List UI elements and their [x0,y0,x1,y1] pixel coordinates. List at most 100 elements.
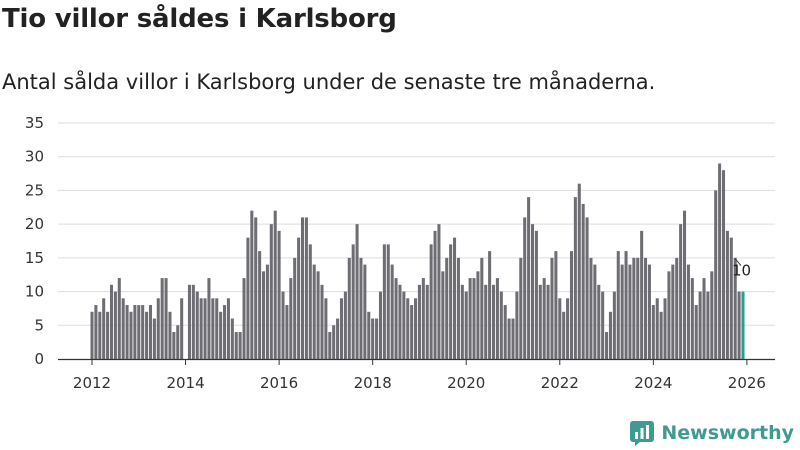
bar [137,305,141,359]
bar [191,284,195,359]
bar [133,305,137,359]
newsworthy-logo: Newsworthy [629,420,794,446]
bar [109,284,114,359]
newsworthy-logo-icon [630,421,655,446]
bar-latest [741,291,745,359]
bar [663,298,667,359]
bar [425,284,429,359]
y-tick-label: 20 [25,215,44,233]
bar [238,332,242,359]
bar [176,325,180,359]
bar [655,298,659,359]
bar [577,183,581,359]
bar [585,217,589,359]
x-tick-label: 2016 [260,374,298,392]
bar [219,311,223,359]
bar [211,298,215,359]
bar [215,298,219,359]
bar [468,278,472,359]
bar [312,264,316,359]
bar [651,305,655,359]
bar [207,278,211,359]
bar [566,298,570,359]
bar [737,291,741,359]
y-axis-ticks: 0 5 10 15 20 25 30 35 [25,114,44,368]
bar [484,284,488,359]
bar [152,318,156,359]
bar [94,305,98,359]
x-tick-label: 2022 [541,374,579,392]
bar [386,244,390,359]
bar [558,298,562,359]
bar [223,305,227,359]
bar [538,284,542,359]
bar [449,244,453,359]
bar [523,217,527,359]
bar [414,298,418,359]
bar [148,305,152,359]
bar [160,278,164,359]
bar [347,257,351,359]
bar [106,311,110,359]
bar [265,264,269,359]
bar [250,210,254,359]
bar [733,257,737,359]
bar [277,230,281,359]
bar [519,257,523,359]
bar [632,257,636,359]
bar [273,210,277,359]
chart-subtitle: Antal sålda villor i Karlsborg under de … [2,70,656,94]
bar [199,298,203,359]
bar [725,230,729,359]
bar [421,278,425,359]
bar [382,244,386,359]
bar [488,251,492,359]
bar [297,237,301,359]
bar [706,291,710,359]
bar [195,291,199,359]
bar [398,284,402,359]
bar [499,291,503,359]
bar [367,311,371,359]
bar [698,291,702,359]
x-tick-label: 2026 [728,374,766,392]
bar [534,230,538,359]
bar [285,305,289,359]
x-tick-label: 2024 [634,374,672,392]
bars [90,163,745,359]
bar [203,298,207,359]
bar [710,271,714,359]
y-tick-label: 5 [34,316,44,334]
bar [694,305,698,359]
bar [113,291,117,359]
bar [168,311,172,359]
bar [441,271,445,359]
bar [530,224,535,359]
x-tick-label: 2012 [73,374,111,392]
y-tick-label: 0 [34,350,44,368]
bar [145,311,149,359]
bar [355,224,359,359]
annotation: 10 [732,258,751,280]
bar [729,237,733,359]
bar [246,237,250,359]
bar [304,217,308,359]
y-tick-label: 10 [25,283,44,301]
bar [601,291,605,359]
bar [546,284,550,359]
bar [320,284,324,359]
y-tick-label: 35 [25,114,44,132]
bar [612,291,616,359]
bar [226,298,230,359]
bar [336,318,340,359]
bar [433,230,437,359]
bar [289,278,293,359]
bar [417,284,421,359]
bar [491,284,496,359]
bar [242,278,246,359]
bar [597,284,601,359]
bar [269,224,273,359]
bar [156,298,160,359]
x-tick-label: 2020 [447,374,485,392]
bar [406,298,410,359]
